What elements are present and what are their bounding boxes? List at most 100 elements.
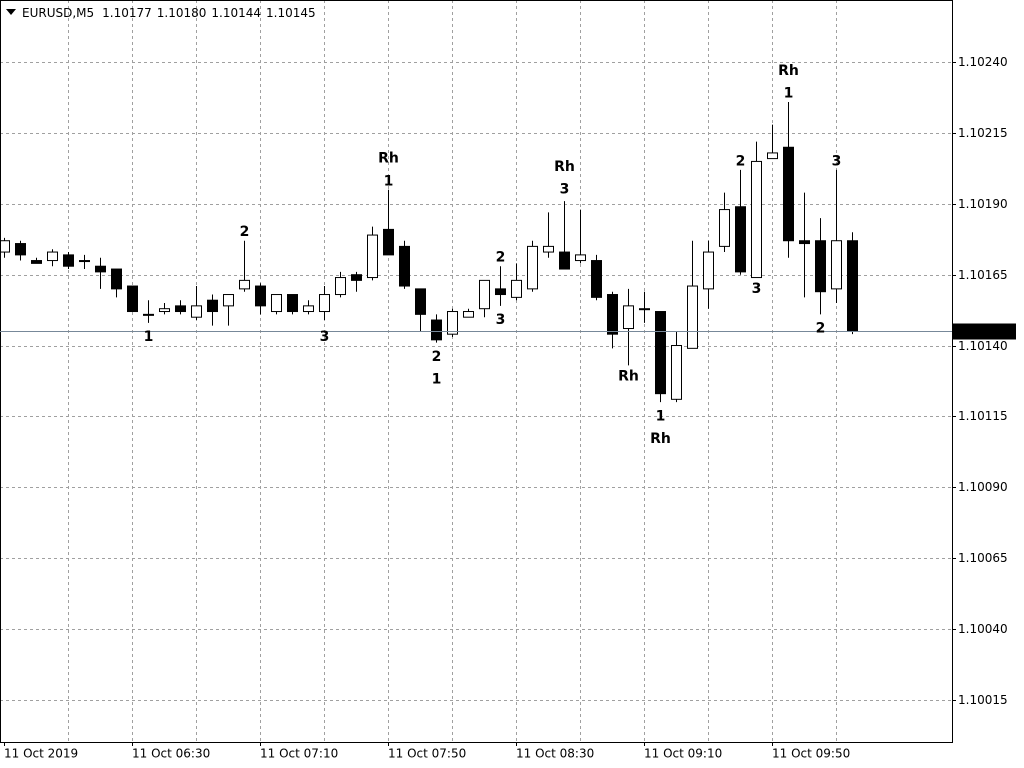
candle-body: [431, 319, 442, 341]
y-tick-label: 1.10015: [958, 693, 1008, 707]
annotation: Rh: [554, 159, 575, 175]
candle-body: [79, 260, 90, 263]
candle-body: [575, 254, 586, 262]
candle-body: [783, 146, 794, 242]
candle-body: [479, 279, 490, 310]
candle-body: [623, 305, 634, 330]
candle-body: [271, 294, 282, 313]
candle-body: [143, 313, 154, 316]
candle-body: [31, 260, 42, 264]
candle-body: [383, 228, 394, 256]
candle-body: [671, 345, 682, 400]
candle-body: [47, 251, 58, 262]
candle-body: [527, 245, 538, 290]
header: EURUSD,M5 1.10177 1.10180 1.10144 1.10145: [22, 6, 316, 20]
candle-body: [335, 277, 346, 296]
x-tick-label: 11 Oct 07:50: [388, 747, 466, 761]
candle-body: [687, 285, 698, 349]
close-label: 1.10145: [266, 6, 316, 20]
low-label: 1.10144: [211, 6, 261, 20]
candle-body: [127, 285, 138, 313]
annotation: 1: [656, 408, 666, 424]
candle-body: [351, 274, 362, 281]
candle-body: [847, 240, 858, 332]
candle-body: [831, 240, 842, 290]
candle-body: [303, 305, 314, 313]
y-tick-label: 1.10190: [958, 197, 1008, 211]
annotation: 2: [432, 349, 442, 365]
candle-body: [111, 268, 122, 290]
candle-body: [463, 311, 474, 318]
x-tick-label: 11 Oct 09:10: [644, 747, 722, 761]
x-tick-label: 11 Oct 09:50: [772, 747, 850, 761]
candle-body: [175, 305, 186, 313]
candle-body: [735, 206, 746, 273]
current-price-box: [953, 323, 1016, 340]
x-tick-label: 11 Oct 2019: [4, 747, 78, 761]
candle-body: [447, 311, 458, 335]
annotation: 1: [432, 371, 442, 387]
annotation: Rh: [650, 431, 671, 447]
candle-body: [559, 251, 570, 270]
candle-body: [223, 294, 234, 307]
candles: [0, 101, 858, 403]
y-tick-label: 1.10090: [958, 480, 1008, 494]
annotation: 3: [752, 281, 762, 297]
candle-body: [159, 308, 170, 313]
candle-body: [63, 254, 74, 267]
candle-body: [799, 240, 810, 245]
candle-body: [15, 243, 26, 256]
high-label: 1.10180: [157, 6, 207, 20]
candle-body: [415, 288, 426, 315]
candle-body: [95, 265, 106, 273]
annotation: 1: [784, 85, 794, 101]
annotation: 3: [320, 329, 330, 345]
candle-body: [207, 299, 218, 313]
current-price-label: 1.10145: [958, 324, 1008, 338]
candle-body: [767, 152, 778, 160]
annotation: Rh: [778, 63, 799, 79]
candle-body: [719, 209, 730, 247]
annotation: 3: [560, 182, 570, 198]
annotation: 3: [832, 153, 842, 169]
annotation: 1: [384, 173, 394, 189]
menu-triangle[interactable]: [6, 9, 16, 15]
candle-body: [319, 294, 330, 313]
candle-body: [639, 308, 650, 311]
y-tick-label: 1.10215: [958, 126, 1008, 140]
candle-body: [287, 294, 298, 313]
symbol: EURUSD,M5: [22, 6, 94, 20]
y-tick-label: 1.10040: [958, 622, 1008, 636]
candle-body: [511, 279, 522, 298]
x-tick-label: 11 Oct 08:30: [516, 747, 594, 761]
annotation: 2: [496, 250, 506, 266]
candle-body: [655, 311, 666, 395]
candle-body: [239, 279, 250, 290]
open-label: 1.10177: [102, 6, 152, 20]
candle-body: [751, 160, 762, 279]
candle-body: [399, 245, 410, 287]
annotation: 3: [496, 312, 506, 328]
plot-frame: [0, 0, 953, 743]
candle-body: [367, 234, 378, 279]
annotation: 1: [144, 329, 154, 345]
candle-body: [543, 245, 554, 253]
annotation: 2: [240, 224, 250, 240]
annotation: 2: [736, 153, 746, 169]
y-tick-label: 1.10140: [958, 339, 1008, 353]
x-tick-label: 11 Oct 07:10: [260, 747, 338, 761]
candle-body: [703, 251, 714, 290]
annotation: Rh: [378, 151, 399, 167]
y-tick-label: 1.10115: [958, 409, 1008, 423]
candle-body: [191, 305, 202, 318]
candle-body: [607, 294, 618, 335]
y-tick-label: 1.10240: [958, 55, 1008, 69]
candle-body: [0, 240, 10, 253]
candle-body: [495, 288, 506, 296]
grid: [0, 0, 952, 742]
x-tick-label: 11 Oct 06:30: [132, 747, 210, 761]
annotation: 2: [816, 321, 826, 337]
annotation: Rh: [618, 369, 639, 385]
